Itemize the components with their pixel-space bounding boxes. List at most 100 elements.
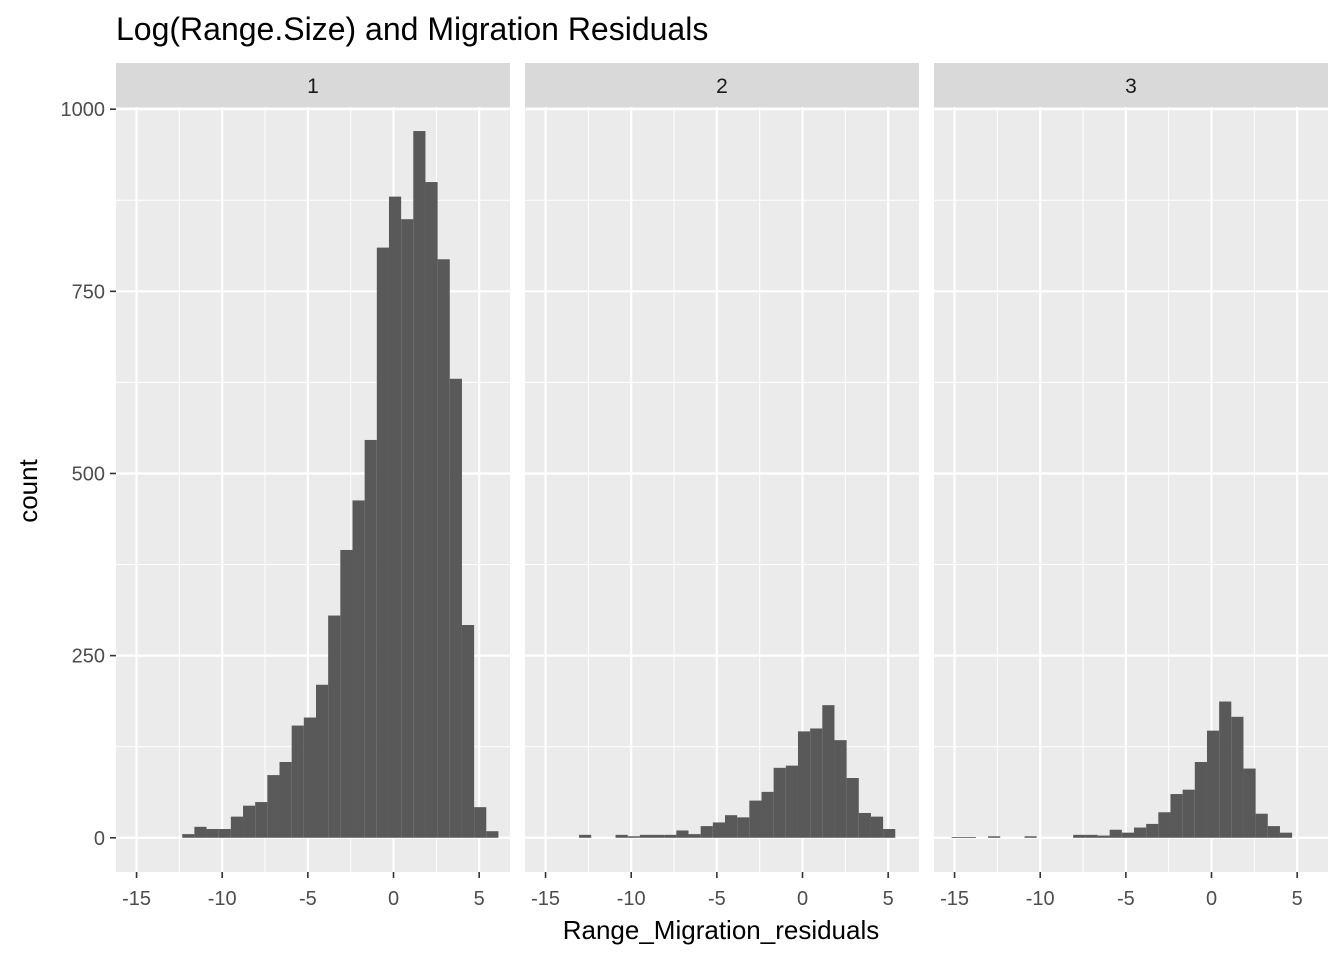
histogram-bar (951, 837, 964, 838)
x-axis-title: Range_Migration_residuals (563, 915, 880, 945)
histogram-bar (1073, 834, 1086, 838)
histogram-bar (688, 834, 701, 838)
histogram-bar (883, 829, 896, 838)
histogram-bar (615, 834, 628, 838)
histogram-bar (639, 834, 653, 838)
histogram-bar (797, 731, 811, 838)
histogram-bar (846, 778, 859, 838)
x-tick-label: 0 (388, 888, 399, 910)
histogram-bar (761, 791, 774, 838)
facet-strip-label: 2 (716, 75, 728, 98)
histogram-bar (1267, 826, 1280, 838)
x-tick-label: -5 (708, 888, 726, 910)
histogram-bar (627, 836, 640, 838)
histogram-bar (486, 831, 499, 838)
histogram-bar (388, 196, 402, 838)
histogram-bar (449, 378, 462, 838)
histogram-bar (206, 829, 219, 838)
histogram-bar (267, 775, 280, 838)
facet-panel-2: 2 -15 -10 -5 0 5 (525, 63, 919, 910)
histogram-bar (1219, 701, 1232, 838)
histogram-bar (1170, 794, 1183, 838)
x-tick-label: -15 (940, 888, 969, 910)
y-tick-label: 0 (94, 828, 105, 850)
histogram-bar (291, 725, 304, 838)
histogram-bar (676, 830, 689, 838)
histogram-bar (279, 761, 292, 838)
y-axis-title: count (13, 458, 43, 522)
histogram-bar (437, 259, 450, 838)
x-tick-label: -10 (1026, 888, 1055, 910)
histogram-bar (425, 182, 438, 838)
histogram-bar (340, 549, 353, 838)
histogram-bar (1182, 789, 1195, 838)
x-tick-label: -5 (299, 888, 317, 910)
histogram-bar (963, 837, 976, 838)
histogram-bar (664, 834, 677, 838)
x-tick-label: -10 (617, 888, 646, 910)
histogram-bar (810, 728, 823, 838)
histogram-bar (1097, 835, 1110, 838)
facet-panels: 1 -15 -10 -5 0 5 2 -15 -10 -5 0 5 3 -15 -10 -5 0 5 (116, 63, 1328, 910)
facet-strip-label: 1 (307, 75, 319, 98)
x-tick-label: 0 (1206, 888, 1217, 910)
panel-background (525, 107, 919, 872)
histogram-bar (652, 834, 665, 838)
histogram-bar (1146, 823, 1159, 838)
histogram-bar (1255, 813, 1268, 838)
histogram-bar (1121, 832, 1134, 838)
histogram-bar (579, 834, 592, 838)
x-tick-label: -5 (1117, 888, 1135, 910)
histogram-bar (1279, 832, 1293, 838)
x-tick-label: -15 (122, 888, 151, 910)
histogram-bar (461, 625, 475, 838)
y-tick-label: 750 (72, 281, 105, 303)
facet-strip (116, 63, 510, 107)
histogram-bar (303, 717, 316, 838)
y-tick-label: 1000 (61, 99, 106, 121)
y-tick-label: 500 (72, 463, 105, 485)
histogram-bar (712, 822, 725, 838)
histogram-bar (1109, 829, 1122, 838)
histogram-bar (773, 767, 786, 838)
x-tick-label: -15 (531, 888, 560, 910)
histogram-bar (1243, 768, 1256, 838)
histogram-bar (376, 247, 389, 838)
facet-panel-1: 1 -15 -10 -5 0 5 (116, 63, 510, 910)
histogram-bar (1133, 827, 1147, 838)
x-tick-label: 0 (797, 888, 808, 910)
histogram-bar (724, 815, 738, 838)
histogram-bar (315, 684, 329, 838)
histogram-bar (1085, 834, 1098, 838)
histogram-bar (988, 836, 1001, 838)
histogram-bar (1024, 836, 1037, 838)
histogram-bar (834, 740, 847, 838)
histogram-bar (870, 816, 884, 838)
x-tick-label: 5 (1292, 888, 1303, 910)
facet-strip-label: 3 (1125, 75, 1137, 98)
histogram-bar (737, 817, 750, 838)
histogram-bar (364, 439, 377, 838)
facet-strip (934, 63, 1328, 107)
histogram-bar (352, 500, 365, 838)
histogram-bar (328, 615, 341, 838)
histogram-bar (1206, 730, 1220, 838)
x-tick-label: 5 (474, 888, 485, 910)
histogram-bar (822, 705, 835, 838)
x-tick-label: -10 (208, 888, 237, 910)
histogram-bar (1194, 761, 1207, 838)
x-tick-label: 5 (883, 888, 894, 910)
histogram-bar (182, 834, 195, 838)
facet-strip (525, 63, 919, 107)
histogram-bar (1231, 716, 1244, 838)
histogram-bar (413, 131, 426, 838)
facet-panel-3: 3 -15 -10 -5 0 5 (934, 63, 1328, 910)
histogram-bar (194, 826, 207, 838)
histogram-bar (474, 807, 487, 838)
histogram-bar (1158, 812, 1171, 838)
histogram-bar (785, 765, 798, 838)
panel-background (934, 107, 1328, 872)
y-tick-label: 250 (72, 646, 105, 668)
chart-title: Log(Range.Size) and Migration Residuals (116, 11, 708, 47)
